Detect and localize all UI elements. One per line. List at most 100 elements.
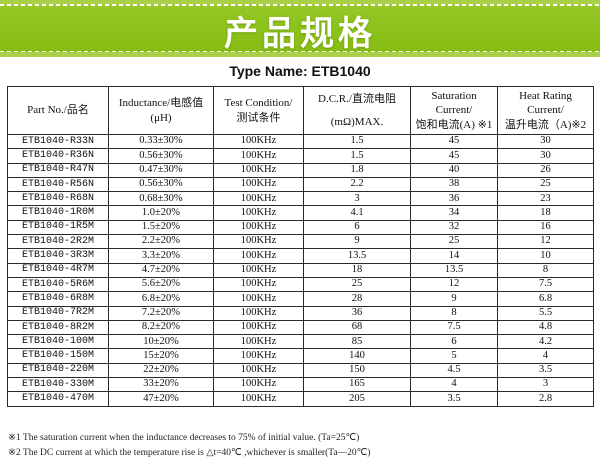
table-cell-cond: 100KHz <box>213 176 304 193</box>
table-cell-dcr: 1.5 <box>303 148 411 164</box>
banner-top-dashed-line <box>0 4 600 6</box>
spec-table: Part No./品名 Inductance/电感值(μH) Test Condit… <box>7 86 594 407</box>
table-cell-sat: 32 <box>410 219 498 236</box>
table-row: ETB1040-4R7M 4.7±20% 100KHz 18 13.5 8 <box>7 262 594 278</box>
column-header-line: Heat Rating <box>519 90 572 103</box>
banner-bottom-stripe <box>0 52 600 57</box>
table-cell-ind: 3.3±20% <box>108 248 214 264</box>
table-row: ETB1040-5R6M 5.6±20% 100KHz 25 12 7.5 <box>7 276 594 293</box>
table-cell-sat: 4.5 <box>410 362 498 379</box>
table-cell-part: ETB1040-100M <box>7 334 109 350</box>
table-cell-heat: 30 <box>497 133 594 150</box>
table-cell-ind: 4.7±20% <box>108 262 214 278</box>
table-row: ETB1040-R68N 0.68±30% 100KHz 3 36 23 <box>7 191 594 207</box>
table-row: ETB1040-6R8M 6.8±20% 100KHz 28 9 6.8 <box>7 291 594 307</box>
spec-table-body: ETB1040-R33N 0.33±30% 100KHz 1.5 45 30 ETB1040… <box>7 133 594 407</box>
table-cell-cond: 100KHz <box>213 205 304 221</box>
table-cell-cond: 100KHz <box>213 334 304 350</box>
column-header-line: 饱和电流(A) ※1 <box>415 118 493 131</box>
table-cell-part: ETB1040-1R0M <box>7 205 109 221</box>
table-cell-ind: 0.68±30% <box>108 191 214 207</box>
table-cell-heat: 6.8 <box>497 291 594 307</box>
table-cell-cond: 100KHz <box>213 391 304 407</box>
table-cell-heat: 4.2 <box>497 334 594 350</box>
table-cell-part: ETB1040-6R8M <box>7 291 109 307</box>
table-cell-cond: 100KHz <box>213 348 304 364</box>
table-cell-heat: 4.8 <box>497 319 594 336</box>
table-cell-ind: 15±20% <box>108 348 214 364</box>
table-cell-ind: 47±20% <box>108 391 214 407</box>
table-cell-ind: 1.5±20% <box>108 219 214 236</box>
table-cell-sat: 7.5 <box>410 319 498 336</box>
spec-table-head: Part No./品名 Inductance/电感值(μH) Test Condit… <box>7 86 594 135</box>
column-header-line: Saturation Current/ <box>431 90 477 117</box>
table-cell-ind: 0.56±30% <box>108 148 214 164</box>
table-cell-ind: 10±20% <box>108 334 214 350</box>
table-cell-sat: 9 <box>410 291 498 307</box>
table-cell-part: ETB1040-8R2M <box>7 319 109 336</box>
table-cell-heat: 25 <box>497 176 594 193</box>
table-row: ETB1040-100M 10±20% 100KHz 85 6 4.2 <box>7 334 594 350</box>
table-cell-sat: 4 <box>410 377 498 393</box>
table-row: ETB1040-330M 33±20% 100KHz 165 4 3 <box>7 377 594 393</box>
table-row: ETB1040-1R5M 1.5±20% 100KHz 6 32 16 <box>7 219 594 236</box>
table-cell-part: ETB1040-4R7M <box>7 262 109 278</box>
table-cell-cond: 100KHz <box>213 234 304 250</box>
table-row: ETB1040-R47N 0.47±30% 100KHz 1.8 40 26 <box>7 162 594 178</box>
table-cell-sat: 8 <box>410 305 498 321</box>
table-row: ETB1040-150M 15±20% 100KHz 140 5 4 <box>7 348 594 364</box>
table-cell-part: ETB1040-2R2M <box>7 234 109 250</box>
page-title: 产品规格 <box>224 14 376 53</box>
column-header-ind: Inductance/电感值(μH) <box>108 86 214 135</box>
table-cell-dcr: 68 <box>303 319 411 336</box>
table-cell-heat: 16 <box>497 219 594 236</box>
column-header-line: Inductance/电感值(μH) <box>118 97 204 124</box>
column-header-heat: Heat Rating Current/温升电流（A)※2 <box>497 86 594 135</box>
table-cell-heat: 3.5 <box>497 362 594 379</box>
table-cell-cond: 100KHz <box>213 191 304 207</box>
table-cell-dcr: 205 <box>303 391 411 407</box>
table-cell-sat: 12 <box>410 276 498 293</box>
table-cell-sat: 36 <box>410 191 498 207</box>
table-cell-dcr: 18 <box>303 262 411 278</box>
table-cell-cond: 100KHz <box>213 162 304 178</box>
table-cell-heat: 18 <box>497 205 594 221</box>
table-row: ETB1040-R33N 0.33±30% 100KHz 1.5 45 30 <box>7 133 594 150</box>
column-header-line: 测试条件 <box>236 111 281 124</box>
table-row: ETB1040-220M 22±20% 100KHz 150 4.5 3.5 <box>7 362 594 379</box>
table-cell-ind: 6.8±20% <box>108 291 214 307</box>
table-cell-heat: 10 <box>497 248 594 264</box>
column-header-line: D.C.R./直流电阻 <box>318 92 396 105</box>
table-row: ETB1040-470M 47±20% 100KHz 205 3.5 2.8 <box>7 391 594 407</box>
table-header-row: Part No./品名 Inductance/电感值(μH) Test Condit… <box>7 86 594 135</box>
table-cell-cond: 100KHz <box>213 319 304 336</box>
table-cell-heat: 23 <box>497 191 594 207</box>
footnote-1: ※1 The saturation current when the induc… <box>8 433 360 443</box>
table-cell-dcr: 9 <box>303 234 411 250</box>
table-cell-sat: 6 <box>410 334 498 350</box>
table-cell-part: ETB1040-R56N <box>7 176 109 193</box>
table-row: ETB1040-R36N 0.56±30% 100KHz 1.5 45 30 <box>7 148 594 164</box>
table-cell-sat: 25 <box>410 234 498 250</box>
table-cell-dcr: 13.5 <box>303 248 411 264</box>
table-cell-sat: 13.5 <box>410 262 498 278</box>
table-cell-part: ETB1040-R47N <box>7 162 109 178</box>
column-header-dcr: D.C.R./直流电阻 (mΩ)MAX. <box>303 86 411 135</box>
table-cell-ind: 0.33±30% <box>108 133 214 150</box>
table-cell-ind: 0.56±30% <box>108 176 214 193</box>
table-cell-ind: 7.2±20% <box>108 305 214 321</box>
table-row: ETB1040-1R0M 1.0±20% 100KHz 4.1 34 18 <box>7 205 594 221</box>
column-header-sat: Saturation Current/饱和电流(A) ※1 <box>410 86 498 135</box>
table-cell-ind: 33±20% <box>108 377 214 393</box>
table-cell-cond: 100KHz <box>213 133 304 150</box>
table-cell-sat: 14 <box>410 248 498 264</box>
type-name-label: Type Name: ETB1040 <box>229 63 371 79</box>
column-header-part: Part No./品名 <box>7 86 109 135</box>
table-cell-dcr: 85 <box>303 334 411 350</box>
table-cell-heat: 7.5 <box>497 276 594 293</box>
table-cell-part: ETB1040-R36N <box>7 148 109 164</box>
table-cell-dcr: 140 <box>303 348 411 364</box>
table-cell-cond: 100KHz <box>213 362 304 379</box>
table-cell-cond: 100KHz <box>213 262 304 278</box>
table-cell-ind: 1.0±20% <box>108 205 214 221</box>
